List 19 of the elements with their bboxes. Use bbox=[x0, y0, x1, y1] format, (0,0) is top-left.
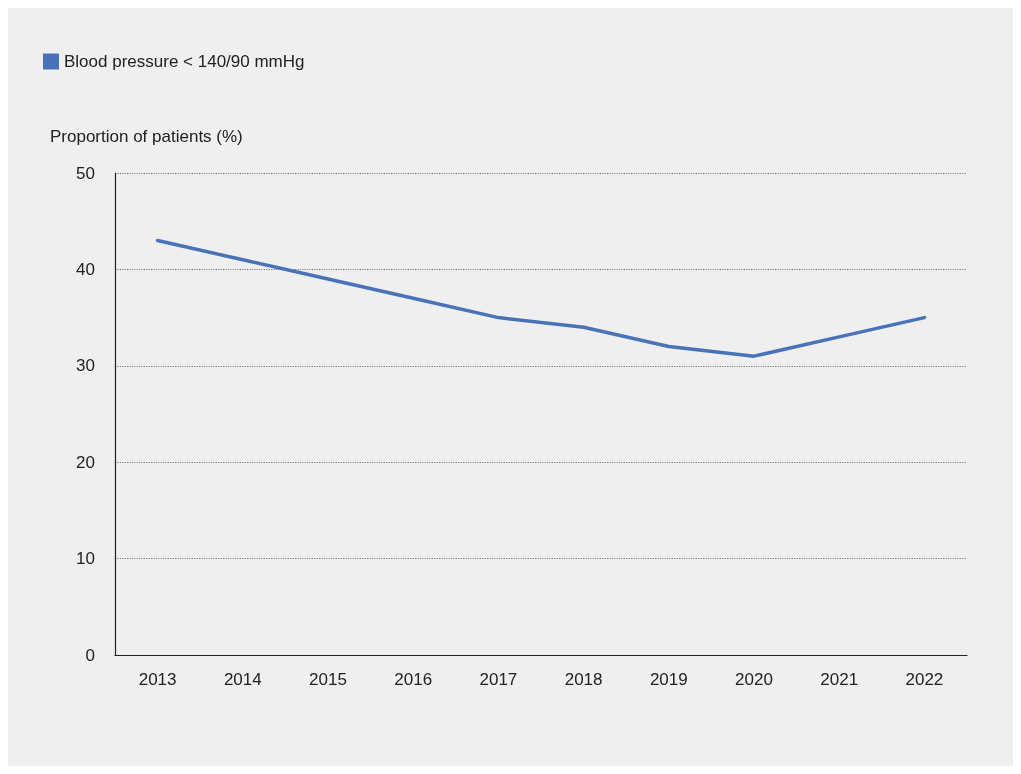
x-tick-label: 2013 bbox=[138, 670, 177, 689]
y-tick-label: 0 bbox=[85, 645, 95, 665]
y-tick-label: 40 bbox=[76, 259, 95, 279]
y-tick-label: 20 bbox=[76, 452, 95, 472]
x-tick-label: 2016 bbox=[394, 670, 433, 689]
x-tick-label: 2022 bbox=[905, 670, 944, 689]
x-tick-label: 2018 bbox=[564, 670, 603, 689]
y-tick-label: 10 bbox=[76, 549, 95, 569]
y-axis-title: Proportion of patients (%) bbox=[50, 127, 243, 146]
x-tick-label: 2020 bbox=[735, 670, 773, 689]
legend-label: Blood pressure < 140/90 mmHg bbox=[64, 52, 305, 71]
x-tick-label: 2017 bbox=[479, 670, 518, 689]
x-tick-label: 2021 bbox=[820, 670, 859, 689]
x-tick-label: 2019 bbox=[649, 670, 688, 689]
x-tick-label: 2015 bbox=[309, 670, 347, 689]
y-tick-label: 30 bbox=[76, 356, 95, 376]
x-tick-label: 2014 bbox=[223, 670, 262, 689]
line-series bbox=[155, 238, 927, 358]
y-tick-label: 50 bbox=[76, 163, 95, 183]
